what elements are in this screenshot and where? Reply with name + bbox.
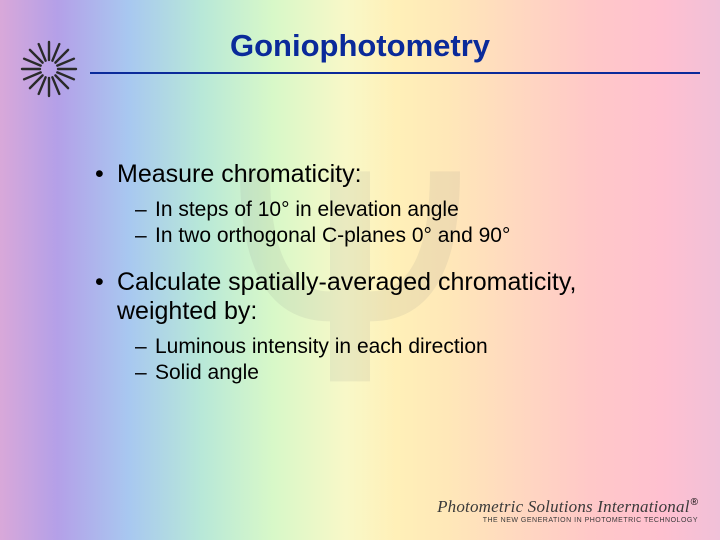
- footer-company-name: Photometric Solutions International: [437, 497, 690, 516]
- slide-title: Goniophotometry: [0, 28, 720, 64]
- sub-bullet-text: Solid angle: [155, 361, 259, 384]
- registered-icon: ®: [691, 497, 698, 508]
- sub-bullet-item: In two orthogonal C-planes 0° and 90°: [135, 223, 650, 249]
- footer-logo: Photometric Solutions International® THE…: [437, 498, 698, 524]
- sub-bullet-text: In steps of 10° in elevation angle: [155, 198, 459, 221]
- footer-tagline: THE NEW GENERATION IN PHOTOMETRIC TECHNO…: [437, 517, 698, 524]
- content-area: Measure chromaticity: In steps of 10° in…: [95, 160, 650, 386]
- title-rule: [90, 72, 700, 74]
- sub-bullet-item: Solid angle: [135, 360, 650, 386]
- sub-bullet-item: In steps of 10° in elevation angle: [135, 197, 650, 223]
- bullet-item: Calculate spatially-averaged chromaticit…: [95, 268, 650, 326]
- bullet-text: Measure chromaticity:: [117, 160, 362, 188]
- sub-bullet-text: In two orthogonal C-planes 0° and 90°: [155, 224, 510, 247]
- sub-bullet-item: Luminous intensity in each direction: [135, 334, 650, 360]
- bullet-item: Measure chromaticity:: [95, 160, 650, 189]
- slide: Goniophotometry Measure chromaticity: In…: [0, 0, 720, 540]
- bullet-text: Calculate spatially-averaged chromaticit…: [117, 268, 576, 325]
- sub-bullet-text: Luminous intensity in each direction: [155, 335, 488, 358]
